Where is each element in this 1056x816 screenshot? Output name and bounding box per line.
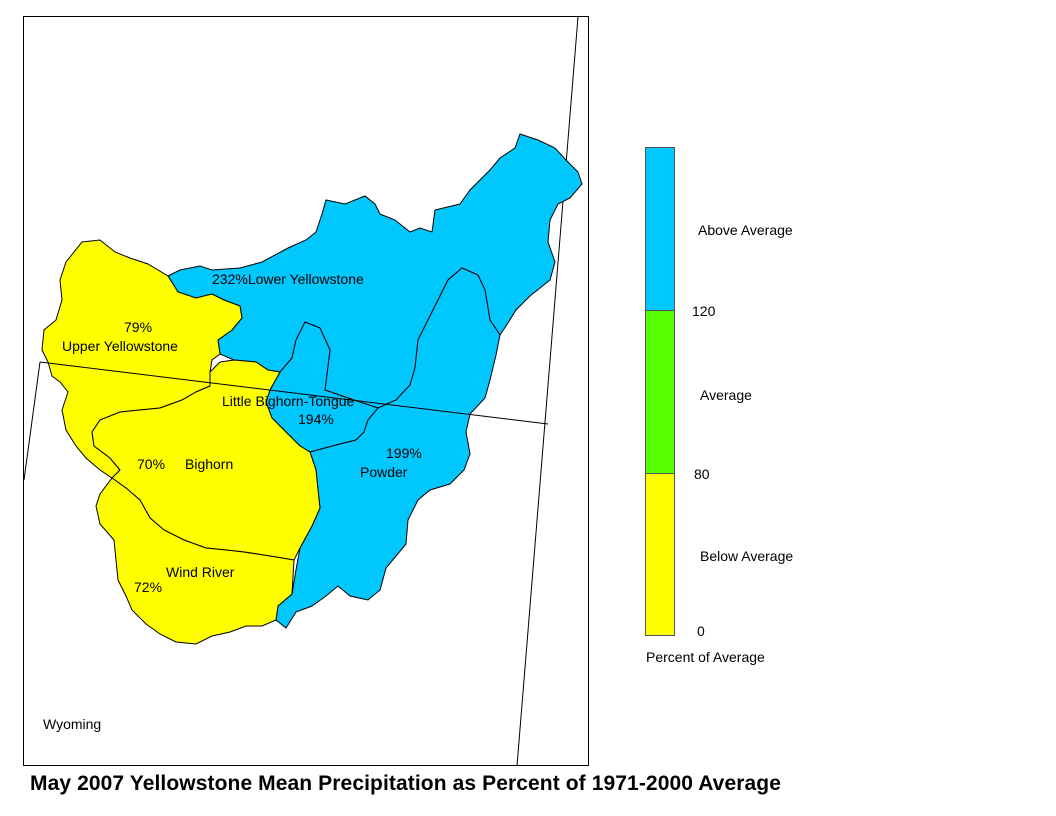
percent-powder: 199%	[386, 445, 422, 461]
basin-map	[23, 16, 583, 767]
state-line-east	[516, 16, 579, 767]
name-powder: Powder	[360, 464, 408, 480]
state-boundaries	[23, 16, 579, 767]
name-upper-yellowstone: Upper Yellowstone	[62, 338, 178, 354]
legend-break-0: 0	[697, 623, 705, 639]
legend-swatch-above	[645, 147, 675, 311]
percent-bighorn: 70%	[137, 456, 166, 472]
percent-little-bighorn-tongue: 194%	[298, 411, 334, 427]
name-bighorn: Bighorn	[185, 456, 234, 472]
legend-break-80: 80	[694, 466, 710, 482]
legend-swatch-average	[645, 310, 675, 474]
legend-break-120: 120	[692, 303, 716, 319]
map-frame	[23, 16, 589, 766]
state-line-north	[39, 361, 549, 425]
percent-wind-river: 72%	[134, 579, 163, 595]
state-label-wyoming: Wyoming	[43, 716, 102, 732]
percent-upper-yellowstone: 79%	[124, 319, 153, 335]
page-title: May 2007 Yellowstone Mean Precipitation …	[30, 772, 781, 795]
legend-label-above: Above Average	[698, 222, 793, 238]
name-wind-river: Wind River	[166, 564, 235, 580]
label-lower-yellowstone: 232%Lower Yellowstone	[212, 271, 364, 287]
legend-swatch-below	[645, 473, 675, 636]
legend-label-average: Average	[700, 387, 752, 403]
name-lower-yellowstone: Lower Yellowstone	[247, 271, 364, 287]
basin-powder[interactable]	[275, 267, 501, 629]
name-little-bighorn-tongue: Little Bighorn-Tongue	[222, 393, 355, 409]
legend-label-below: Below Average	[700, 548, 794, 564]
basin-wind-river[interactable]	[95, 477, 295, 645]
state-line-west	[23, 361, 41, 481]
legend-title: Percent of Average	[646, 649, 765, 665]
percent-lower-yellowstone: 232%	[212, 271, 248, 287]
